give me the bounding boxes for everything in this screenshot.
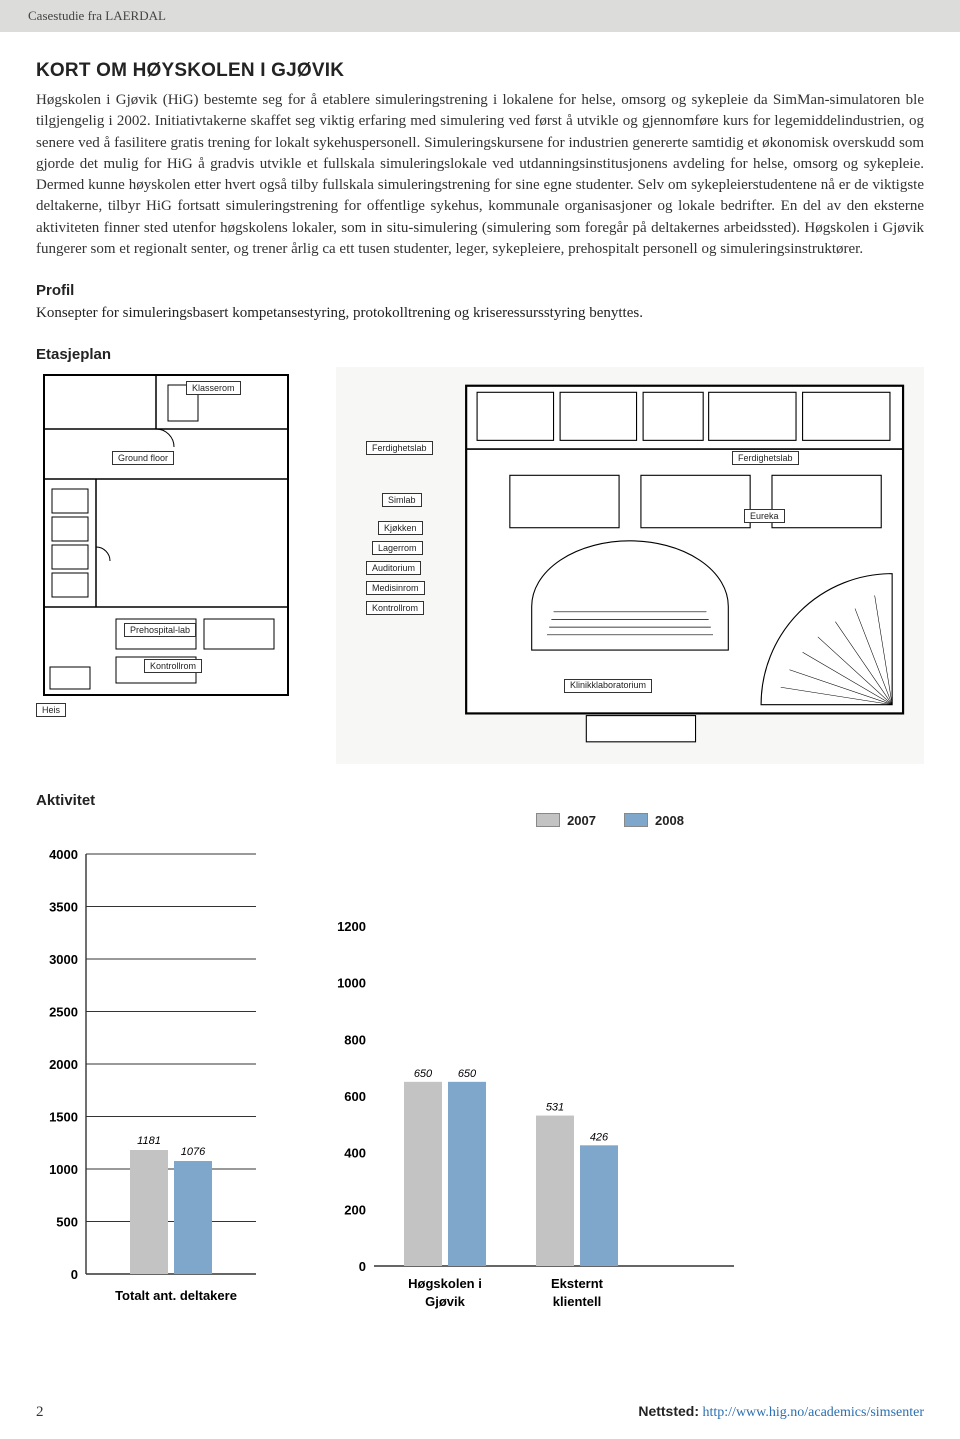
floorplan-right: Ferdighetslab Ferdighetslab Simlab Kjøkk… [336,367,924,763]
room-label: Eureka [744,509,785,523]
svg-text:650: 650 [458,1068,477,1080]
svg-text:2500: 2500 [49,1004,78,1019]
footer-link[interactable]: http://www.hig.no/academics/simsenter [703,1405,925,1420]
chart-by-group: 0 200 400 600 800 1000 1200 650 650 Høgskolen i Gj… [326,916,744,1323]
svg-text:1000: 1000 [49,1162,78,1177]
room-label: Prehospital-lab [124,623,196,637]
room-label: Kontrollrom [144,659,202,673]
page-content: KORT OM HØYSKOLEN I GJØVIK Høgskolen i G… [0,32,960,1343]
etasjeplan-heading: Etasjeplan [36,346,924,363]
svg-text:426: 426 [590,1131,609,1143]
svg-text:1181: 1181 [137,1135,161,1147]
svg-text:Totalt ant. deltakere: Totalt ant. deltakere [115,1288,237,1303]
room-label: Klinikklaboratorium [564,679,652,692]
page-title: KORT OM HØYSKOLEN I GJØVIK [36,60,924,82]
svg-text:200: 200 [344,1202,366,1217]
svg-text:600: 600 [344,1089,366,1104]
svg-text:1500: 1500 [49,1109,78,1124]
room-label: Kontrollrom [366,601,424,615]
room-label: Medisinrom [366,581,425,595]
svg-text:500: 500 [56,1214,78,1229]
legend-label: 2007 [567,813,596,828]
svg-text:0: 0 [359,1259,366,1274]
svg-text:klientell: klientell [553,1294,601,1309]
legend-swatch [536,813,560,827]
svg-text:1200: 1200 [337,919,366,934]
svg-text:400: 400 [344,1145,366,1160]
chart-total-participants: 0 500 1000 1500 2000 2500 3000 3500 4000 1181 1076… [36,844,266,1323]
svg-text:650: 650 [414,1068,433,1080]
profil-heading: Profil [36,282,924,299]
svg-text:1076: 1076 [181,1146,206,1158]
charts-row: 0500100015002000250030003500400011811076… [36,844,924,1323]
room-label: Heis [36,703,66,717]
body-text: Høgskolen i Gjøvik (HiG) bestemte seg fo… [36,90,924,260]
svg-text:531: 531 [546,1101,564,1113]
legend-label: 2008 [655,813,684,828]
svg-text:3500: 3500 [49,899,78,914]
svg-text:0: 0 [71,1267,78,1282]
floorplan-container: Klasserom Ground floor Prehospital-lab K… [36,367,924,763]
svg-text:Gjøvik: Gjøvik [425,1294,466,1309]
room-label: Kjøkken [378,521,423,535]
room-label: Ferdighetslab [732,451,799,465]
svg-text:4000: 4000 [49,847,78,862]
room-label: Klasserom [186,381,241,395]
room-label: Simlab [382,493,422,507]
svg-text:2000: 2000 [49,1057,78,1072]
footer-url: Nettsted: http://www.hig.no/academics/si… [638,1403,924,1421]
room-label: Lagerrom [372,541,423,555]
svg-text:Høgskolen i: Høgskolen i [408,1276,482,1291]
aktivitet-heading: Aktivitet [36,792,924,809]
room-label: Ferdighetslab [366,441,433,455]
room-label: Ground floor [112,451,174,465]
floorplan-left-svg [36,367,296,707]
page-number: 2 [36,1404,44,1421]
legend-swatch [624,813,648,827]
floorplan-left: Klasserom Ground floor Prehospital-lab K… [36,367,296,712]
svg-text:1000: 1000 [337,975,366,990]
svg-text:3000: 3000 [49,952,78,967]
legend-item: 2008 [624,813,684,828]
profil-text: Konsepter for simuleringsbasert kompetan… [36,303,924,324]
header-breadcrumb: Casestudie fra LAERDAL [0,0,960,32]
url-label: Nettsted: [638,1403,699,1419]
room-label: Auditorium [366,561,421,575]
svg-text:Eksternt: Eksternt [551,1276,604,1291]
svg-text:800: 800 [344,1032,366,1047]
floorplan-right-svg [346,377,914,748]
footer: 2 Nettsted: http://www.hig.no/academics/… [0,1393,960,1439]
chart-legend: 2007 2008 [296,813,924,828]
legend-item: 2007 [536,813,596,828]
